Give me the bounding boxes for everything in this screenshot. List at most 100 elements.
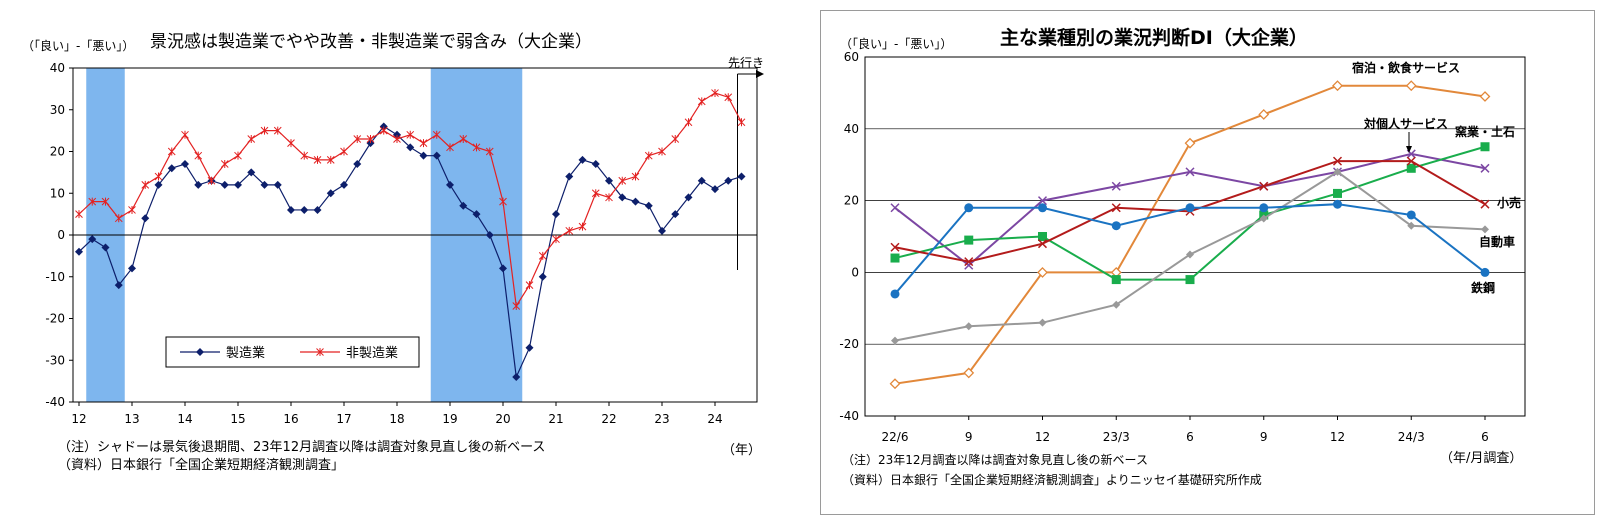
data-point xyxy=(181,160,189,169)
y-tick-label: 30 xyxy=(50,103,65,117)
data-point xyxy=(379,126,388,135)
data-point xyxy=(737,118,746,127)
x-tick-label: 9 xyxy=(965,430,973,444)
data-point xyxy=(697,97,706,106)
data-point xyxy=(432,130,441,139)
data-point xyxy=(406,130,415,139)
right-chart-frame xyxy=(820,10,1595,515)
data-point xyxy=(1479,91,1491,102)
data-point xyxy=(75,210,83,219)
data-point xyxy=(1405,80,1417,92)
data-point xyxy=(1111,181,1121,191)
y-tick-label: 20 xyxy=(50,145,65,159)
data-point xyxy=(1406,156,1416,166)
data-point xyxy=(1185,167,1195,177)
x-tick-label: 17 xyxy=(336,412,351,426)
data-point xyxy=(194,151,203,160)
x-tick-label: 22 xyxy=(601,412,616,426)
series-manufacturing xyxy=(75,122,746,381)
series-label: 窯業・土石 xyxy=(1455,124,1515,139)
right-note-1: （注）23年12月調査以降は調査対象見直し後の新ベース xyxy=(842,453,1148,467)
data-point xyxy=(1406,163,1416,173)
data-point xyxy=(167,147,176,156)
data-point xyxy=(114,281,123,290)
data-point xyxy=(353,160,362,169)
left-chart-svg: 40 30 20 10 0 -10 -20 -30 -40 12 13 14 15 16 17 18 19 20 2… xyxy=(45,61,764,426)
x-tick-label: 22/6 xyxy=(882,430,909,444)
data-point xyxy=(737,172,746,181)
left-legend: 製造業 非製造業 xyxy=(165,336,420,368)
data-point xyxy=(618,176,627,185)
x-tick-label: 19 xyxy=(442,412,457,426)
data-point xyxy=(1112,300,1121,309)
data-point xyxy=(1037,266,1048,278)
x-tick-label: 14 xyxy=(177,412,192,426)
data-point xyxy=(1259,181,1269,191)
x-tick-label: 9 xyxy=(1260,430,1268,444)
data-point xyxy=(313,155,322,164)
data-point xyxy=(1406,210,1416,220)
data-point xyxy=(154,180,163,189)
x-tick-label: 20 xyxy=(495,412,510,426)
data-point xyxy=(644,151,653,160)
data-point xyxy=(964,203,974,213)
data-point xyxy=(499,264,507,273)
data-point xyxy=(1038,232,1047,241)
series-5 xyxy=(890,199,1490,299)
right-chart-svg: 60 40 20 0 -20 -40 22/6 9 12 23/3 6 9 12 24/3 6 宿泊・飲食サー… xyxy=(839,50,1526,444)
data-point xyxy=(1332,156,1343,166)
left-chart-title: 景況感は製造業でやや改善・非製造業で弱含み（大企業） xyxy=(150,32,592,52)
data-point xyxy=(1333,167,1342,176)
legend-label: 製造業 xyxy=(226,345,265,361)
data-point xyxy=(684,193,693,202)
data-point xyxy=(658,226,666,235)
data-point xyxy=(538,251,547,260)
data-point xyxy=(260,126,269,135)
data-point xyxy=(525,343,534,352)
forecast-label: 先行き xyxy=(728,56,765,70)
data-point xyxy=(618,193,627,202)
data-point xyxy=(1480,142,1490,152)
data-point xyxy=(1480,267,1490,277)
data-point xyxy=(128,264,136,273)
y-tick-label: 40 xyxy=(50,61,65,75)
data-point xyxy=(964,235,974,245)
data-point xyxy=(512,372,521,381)
data-point xyxy=(631,197,640,206)
data-point xyxy=(658,147,666,156)
data-point xyxy=(578,222,587,231)
data-point xyxy=(512,301,521,310)
y-tick-label: 0 xyxy=(57,228,65,242)
y-tick-label: -40 xyxy=(45,395,65,409)
data-point xyxy=(234,151,242,160)
data-point xyxy=(247,168,256,177)
data-point xyxy=(684,118,693,127)
data-point xyxy=(890,289,900,299)
data-point xyxy=(1407,221,1416,230)
right-unit-label: （「良い」-「悪い」） xyxy=(840,37,953,51)
legend-marker xyxy=(196,348,204,356)
data-point xyxy=(432,151,441,160)
data-point xyxy=(220,180,229,189)
series-label: 自動車 xyxy=(1479,234,1515,249)
data-point xyxy=(963,367,975,379)
data-point xyxy=(406,143,415,152)
data-point xyxy=(1333,188,1342,198)
data-point xyxy=(671,210,680,219)
data-point xyxy=(565,172,574,181)
data-point xyxy=(1186,250,1194,259)
data-point xyxy=(419,151,428,160)
data-point xyxy=(964,322,973,331)
data-point xyxy=(446,180,454,189)
data-point xyxy=(1333,199,1342,209)
y-tick-label: -10 xyxy=(45,270,65,284)
series-4 xyxy=(891,167,1489,345)
data-point xyxy=(101,243,110,252)
x-tick-label: 23 xyxy=(654,412,669,426)
y-tick-label: 40 xyxy=(844,122,859,136)
data-point xyxy=(1259,214,1268,223)
data-point xyxy=(75,247,83,256)
data-point xyxy=(1259,203,1269,213)
series-label: 宿泊・飲食サービス xyxy=(1352,60,1460,75)
data-point xyxy=(964,257,974,267)
